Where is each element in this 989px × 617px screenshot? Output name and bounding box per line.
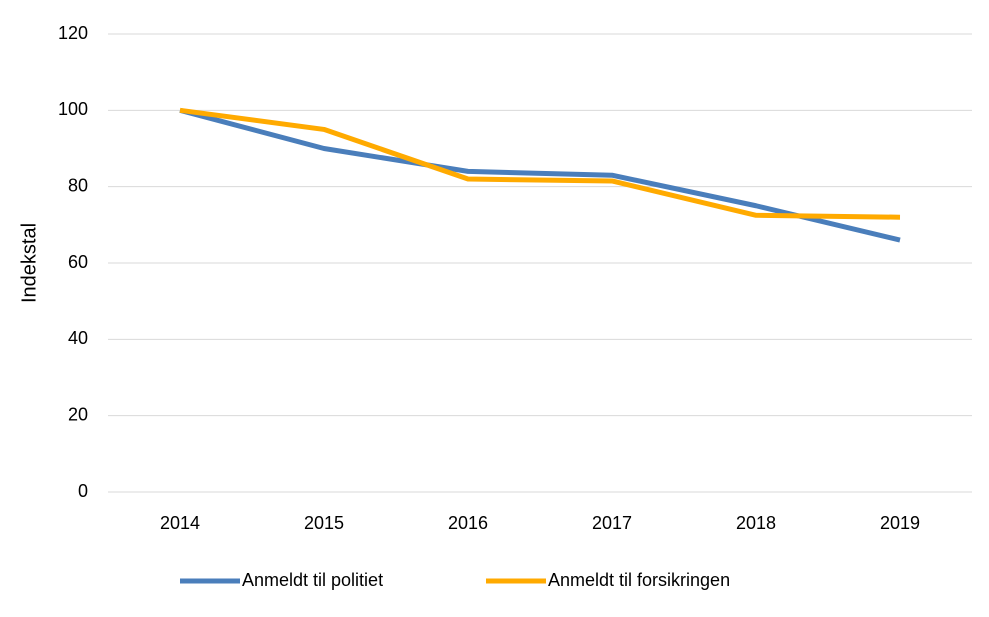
legend-label: Anmeldt til politiet xyxy=(242,570,383,590)
y-tick-label: 60 xyxy=(68,252,88,272)
x-tick-label: 2018 xyxy=(736,513,776,533)
y-tick-label: 100 xyxy=(58,99,88,119)
legend-label: Anmeldt til forsikringen xyxy=(548,570,730,590)
y-tick-label: 20 xyxy=(68,404,88,424)
series-line xyxy=(179,107,901,220)
x-tick-label: 2014 xyxy=(160,513,200,533)
x-tick-label: 2019 xyxy=(880,513,920,533)
y-tick-label: 0 xyxy=(78,481,88,501)
x-tick-label: 2015 xyxy=(304,513,344,533)
x-tick-label: 2017 xyxy=(592,513,632,533)
y-tick-label: 120 xyxy=(58,23,88,43)
y-tick-label: 80 xyxy=(68,175,88,195)
x-tick-label: 2016 xyxy=(448,513,488,533)
y-axis-label: Indekstal xyxy=(18,223,40,303)
y-tick-label: 40 xyxy=(68,328,88,348)
series-line xyxy=(179,107,901,243)
